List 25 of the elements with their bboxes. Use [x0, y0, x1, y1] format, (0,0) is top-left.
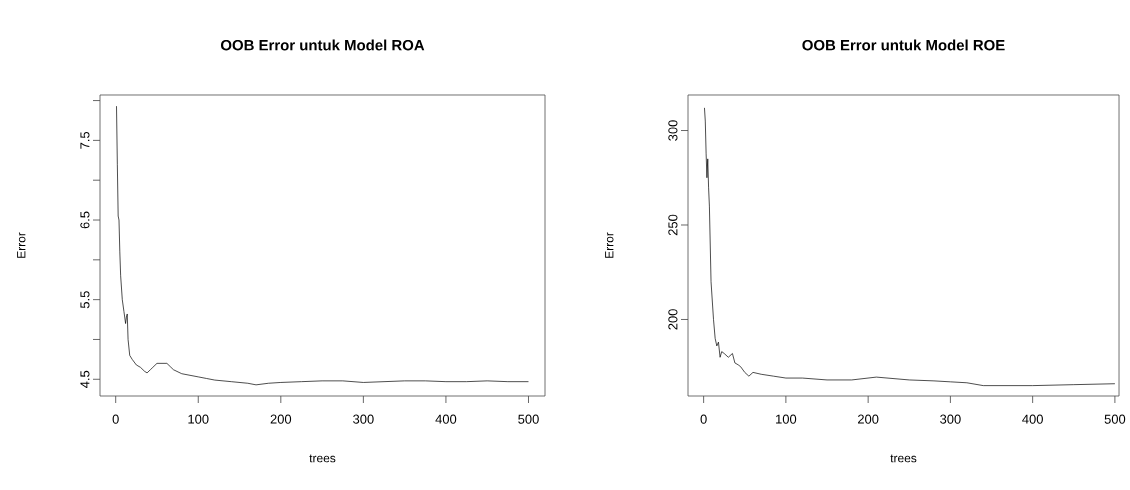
x-tick-label: 100 [776, 414, 797, 424]
x-tick-label: 400 [435, 414, 457, 424]
x-tick-label: 300 [353, 414, 374, 424]
x-tick-label: 300 [940, 414, 961, 424]
y-tick-label: 5.5 [80, 291, 90, 309]
x-axis-title: trees [309, 454, 336, 463]
y-axis-title: Error [17, 232, 26, 258]
y-axis-title: Error [605, 232, 614, 258]
x-tick-label: 200 [857, 414, 879, 424]
x-tick-label: 200 [270, 414, 292, 424]
y-tick-label: 300 [668, 120, 678, 141]
x-axis-title: trees [890, 454, 917, 463]
x-tick-label: 100 [188, 414, 209, 424]
x-tick-label: 500 [518, 414, 539, 424]
x-tick-label: 0 [112, 414, 119, 424]
y-tick-label: 200 [668, 309, 678, 330]
y-tick-label: 250 [668, 214, 678, 236]
y-tick-label: 6.5 [80, 211, 90, 229]
x-tick-label: 0 [700, 414, 707, 424]
x-tick-label: 500 [1104, 414, 1126, 424]
y-tick-label: 7.5 [80, 131, 90, 149]
chart-title: OOB Error untuk Model ROE [802, 39, 1005, 51]
chart-title: OOB Error untuk Model ROA [220, 39, 425, 51]
y-tick-label: 4.5 [80, 370, 90, 388]
x-tick-label: 400 [1022, 414, 1043, 424]
